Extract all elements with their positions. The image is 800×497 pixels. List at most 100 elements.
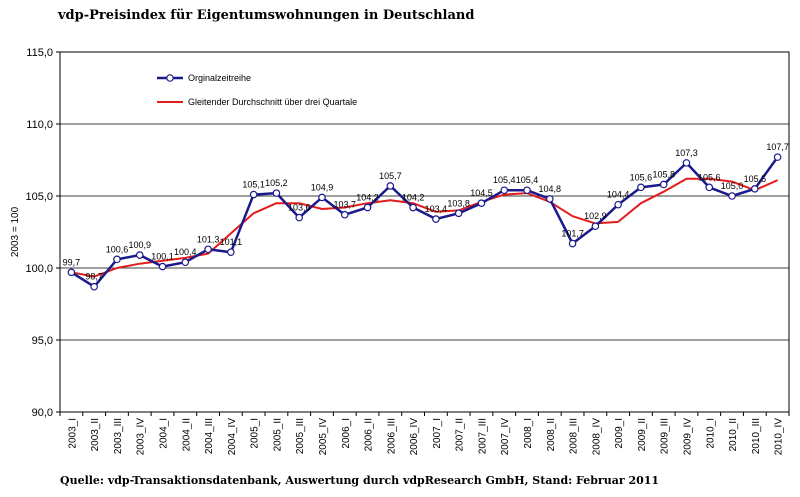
x-tick-label: 2007_III: [477, 418, 488, 454]
data-point: [773, 153, 782, 161]
x-tick-label: 2008_IV: [591, 418, 602, 456]
data-point: [523, 186, 531, 195]
x-tick-label: 2010_II: [728, 418, 739, 451]
x-tick-label: 2006_IV: [409, 418, 420, 456]
data-label: 105,2: [265, 178, 288, 188]
x-tick-label: 2005_I: [250, 418, 261, 449]
y-tick-label: 100,0: [25, 263, 53, 275]
data-label: 103,8: [447, 198, 470, 208]
data-point: [135, 251, 144, 259]
x-tick-label: 2007_I: [432, 418, 443, 449]
source-note: Quelle: vdp-Transaktionsdatenbank, Auswe…: [60, 474, 660, 487]
data-label: 100,6: [106, 244, 129, 254]
data-point: [591, 222, 600, 231]
x-tick-label: 2004_II: [181, 418, 192, 451]
data-point: [659, 180, 668, 189]
data-label: 100,9: [128, 240, 151, 250]
data-point: [227, 248, 235, 256]
data-label: 105,0: [721, 181, 744, 191]
data-point: [409, 203, 417, 212]
plot-area: [59, 51, 790, 413]
x-tick-label: 2010_III: [751, 418, 762, 454]
data-label: 107,7: [766, 142, 789, 152]
data-label: 105,5: [744, 174, 767, 184]
data-point: [158, 262, 167, 271]
data-point: [454, 209, 463, 218]
data-label: 104,9: [311, 182, 334, 192]
x-tick-label: 2008_III: [569, 418, 580, 454]
data-label: 98,7: [85, 272, 103, 282]
data-point: [477, 199, 486, 208]
data-label: 105,8: [652, 169, 675, 179]
data-label: 103,4: [425, 204, 448, 214]
x-tick-label: 2010_I: [705, 418, 716, 449]
y-tick-label: 95,0: [32, 335, 53, 347]
x-tick-label: 2007_IV: [500, 418, 511, 456]
x-tick-label: 2007_II: [455, 418, 466, 451]
data-point: [682, 159, 691, 167]
x-tick-label: 2006_III: [386, 418, 397, 454]
data-point: [181, 258, 190, 267]
x-tick-label: 2009_I: [614, 418, 625, 449]
x-tick-label: 2009_II: [637, 418, 648, 451]
data-label: 100,4: [174, 247, 197, 257]
data-point: [90, 282, 98, 291]
x-tick-label: 2003_I: [67, 418, 78, 449]
x-tick-label: 2009_IV: [682, 418, 693, 456]
data-label: 105,4: [493, 175, 516, 185]
data-point: [614, 200, 622, 209]
data-point: [67, 268, 76, 277]
gridlines: [60, 123, 789, 341]
x-tick-label: 2004_I: [159, 418, 170, 449]
data-label: 102,9: [584, 211, 607, 221]
x-tick-label: 2008_I: [523, 418, 534, 449]
x-tick-label: 2010_IV: [774, 418, 785, 456]
data-point: [295, 213, 304, 222]
data-label: 105,1: [242, 180, 265, 190]
x-tick-label: 2003_IV: [136, 418, 147, 456]
data-label: 103,6: [288, 203, 311, 213]
y-tick-label: 115,0: [26, 47, 53, 59]
data-point: [272, 189, 281, 197]
x-tick-label: 2003_III: [113, 418, 124, 454]
y-axis-ticks: 90,0 95,0 100,0 105,0 110,0 115,0: [25, 47, 60, 419]
data-label: 105,6: [698, 172, 721, 182]
data-point: [568, 239, 577, 248]
data-label: 105,7: [379, 171, 402, 181]
y-tick-label: 110,0: [26, 119, 53, 131]
y-tick-label: 105,0: [25, 191, 53, 203]
legend-label-original: Orginalzeitreihe: [188, 73, 251, 83]
x-tick-label: 2009_III: [660, 418, 671, 454]
data-point: [386, 182, 395, 190]
data-point: [705, 183, 714, 192]
legend-marker-original: [166, 74, 174, 82]
x-axis-ticks: 2003_I 2003_II 2003_III 2003_IV 2004_I 2004_I…: [59, 412, 790, 456]
x-tick-label: 2004_IV: [227, 418, 238, 456]
data-point: [318, 193, 326, 202]
data-point: [340, 210, 349, 219]
data-point: [500, 186, 509, 195]
data-label: 104,2: [356, 193, 379, 203]
chart-title: vdp-Preisindex für Eigentumswohnungen in…: [58, 8, 475, 23]
data-label: 104,5: [470, 188, 493, 198]
data-label: 104,8: [539, 184, 562, 194]
y-axis-label: 2003 = 100: [10, 206, 21, 257]
data-point: [751, 185, 759, 193]
x-tick-label: 2006_II: [364, 418, 375, 451]
series-line-average: [71, 177, 779, 278]
data-point: [545, 195, 554, 203]
data-point: [204, 245, 212, 254]
data-label: 104,2: [402, 193, 425, 203]
y-tick-label: 90,0: [32, 407, 53, 419]
x-tick-label: 2004_III: [204, 418, 215, 454]
data-label: 99,7: [63, 257, 81, 267]
data-point: [728, 192, 736, 200]
x-tick-label: 2005_III: [295, 418, 306, 454]
data-label: 105,4: [516, 175, 539, 185]
data-point: [249, 190, 258, 199]
x-tick-label: 2006_I: [341, 418, 352, 449]
x-tick-label: 2003_II: [90, 418, 101, 451]
data-label: 101,7: [561, 229, 584, 239]
